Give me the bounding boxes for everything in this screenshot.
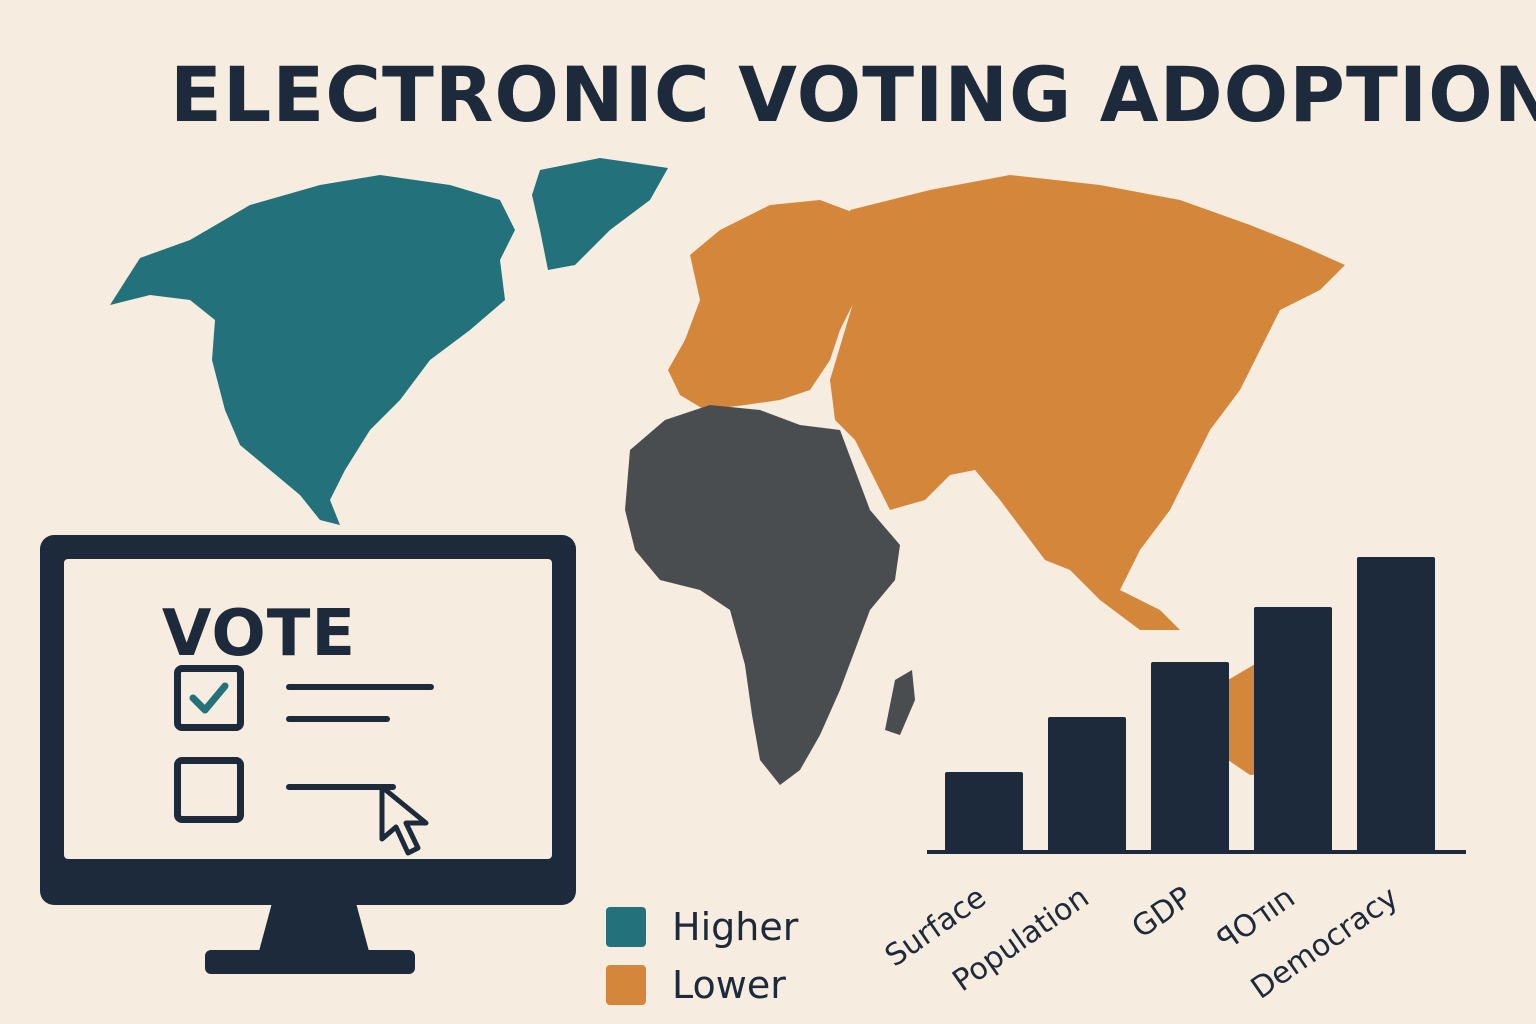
ballot-heading: VOTE (161, 597, 357, 671)
legend-label: Higher (672, 905, 799, 949)
ballot-checkbox-unchecked[interactable] (174, 757, 244, 823)
x-tick-label: ꟼOחוד (1211, 880, 1301, 958)
ballot-checkbox-checked[interactable] (174, 665, 244, 731)
map-region-asia (830, 175, 1345, 630)
ballot-option-line (286, 684, 434, 690)
monitor-stand (258, 905, 370, 955)
bar-2 (1151, 662, 1229, 852)
legend: Higher Lower (606, 898, 798, 1014)
monitor-base (205, 950, 415, 974)
map-region-north-america (110, 175, 515, 525)
bar-0 (945, 772, 1023, 852)
legend-swatch (606, 907, 646, 947)
ballot-option-line (286, 716, 390, 722)
ballot-screen: VOTE (64, 559, 552, 859)
bar-3 (1254, 607, 1332, 852)
x-tick-label: GDP (1126, 880, 1199, 946)
map-region-africa (625, 405, 900, 785)
page-title: ELECTRONIC VOTING ADOPTION (170, 50, 1536, 139)
legend-label: Lower (672, 963, 786, 1007)
map-region-greenland (532, 158, 668, 270)
monitor: VOTE (40, 535, 576, 905)
bar-1 (1048, 717, 1126, 852)
checkmark-icon (189, 682, 229, 714)
cursor-arrow-icon (379, 784, 429, 856)
bar-4 (1357, 557, 1435, 852)
map-region-madagascar (885, 670, 915, 735)
legend-item-lower: Lower (606, 956, 798, 1014)
legend-swatch (606, 965, 646, 1005)
legend-item-higher: Higher (606, 898, 798, 956)
map-region-europe (668, 200, 870, 410)
ballot-option-line (286, 784, 396, 790)
